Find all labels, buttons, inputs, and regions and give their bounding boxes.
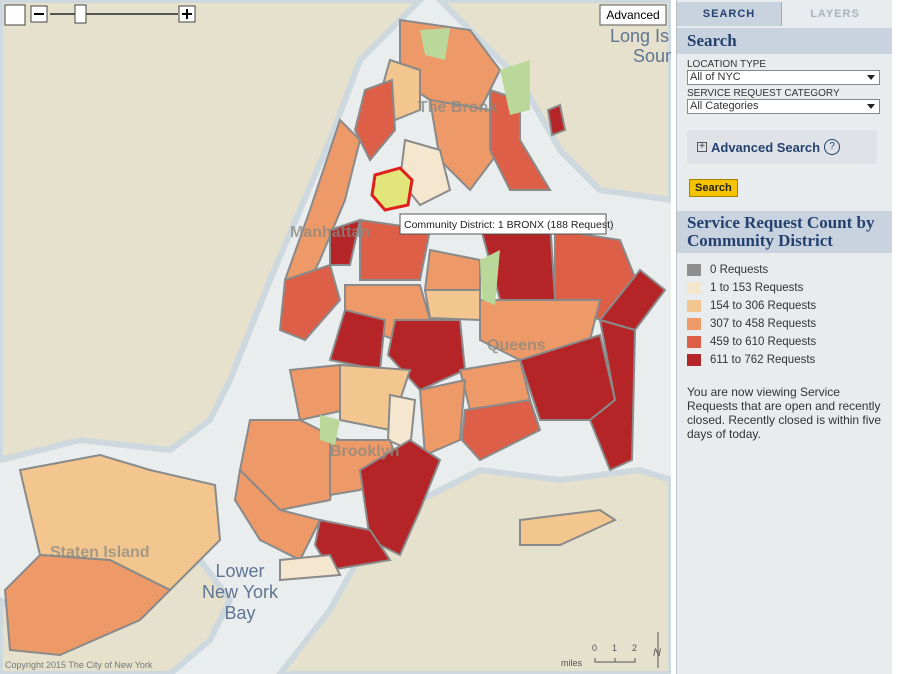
legend-swatch: [687, 336, 701, 348]
legend-item: 1 to 153 Requests: [687, 279, 892, 297]
search-button[interactable]: Search: [689, 179, 738, 197]
scale-bar: miles 0 1 2 N: [561, 632, 661, 668]
legend-label: 1 to 153 Requests: [710, 282, 804, 294]
scale-unit: miles: [561, 658, 583, 668]
water-label: Long Is: [610, 26, 669, 46]
water-label: Bay: [224, 603, 255, 623]
tab[interactable]: LAYERS: [810, 8, 860, 20]
advanced-search-toggle[interactable]: Advanced Search: [711, 139, 821, 155]
tooltip-text: Community District: 1 BRONX (188 Request…: [404, 219, 613, 231]
legend-swatch: [687, 354, 701, 366]
copyright: Copyright 2015 The City of New York: [5, 660, 153, 670]
north-arrow: N: [653, 647, 661, 659]
legend-item: 0 Requests: [687, 261, 892, 279]
districts: [3, 18, 667, 657]
sidebar: SEARCH LAYERS Search LOCATION TYPE All o…: [676, 0, 892, 674]
legend-item: 154 to 306 Requests: [687, 297, 892, 315]
tooltip: Community District: 1 BRONX (188 Request…: [399, 213, 613, 235]
borough-label: Manhattan: [290, 224, 370, 241]
advanced-label[interactable]: Advanced: [606, 8, 659, 22]
scale-tick: 1: [612, 643, 617, 653]
zoom-handle[interactable]: [74, 4, 87, 24]
legend-swatch: [687, 300, 701, 312]
fullscreen-button[interactable]: [4, 4, 26, 26]
field-label: LOCATION TYPE: [687, 59, 767, 70]
borough-label: Brooklyn: [330, 443, 399, 460]
legend-label: 0 Requests: [710, 264, 769, 276]
zoom-controls[interactable]: [4, 4, 196, 26]
advanced-search-panel: + Advanced Search ?: [687, 130, 877, 164]
water-label: Soun: [633, 46, 671, 66]
legend-title: Service Request Count by Community Distr…: [677, 211, 892, 253]
tab[interactable]: SEARCH: [677, 2, 782, 26]
field-label: SERVICE REQUEST CATEGORY: [687, 88, 840, 99]
section-title: Search: [677, 28, 892, 54]
location-select[interactable]: All of NYC: [687, 70, 880, 85]
legend-swatch: [687, 318, 701, 330]
legend: 0 Requests 1 to 153 Requests 154 to 306 Re…: [677, 253, 892, 369]
info-note: You are now viewing Service Requests tha…: [687, 385, 882, 441]
legend-item: 459 to 610 Requests: [687, 333, 892, 351]
scale-tick: 2: [632, 643, 637, 653]
legend-item: 307 to 458 Requests: [687, 315, 892, 333]
land: [0, 0, 671, 674]
borough-label: Staten Island: [50, 544, 150, 561]
water-label: New York: [202, 582, 279, 602]
map: Long Is Soun Lower New York Bay The Bron…: [0, 0, 671, 674]
category-select[interactable]: All Categories: [687, 99, 880, 114]
legend-swatch: [687, 282, 701, 294]
legend-item: 611 to 762 Requests: [687, 351, 892, 369]
parks: [320, 28, 530, 445]
legend-label: 459 to 610 Requests: [710, 336, 817, 348]
borough-label: The Bronx: [418, 99, 497, 116]
borough-label: Queens: [487, 337, 546, 354]
legend-label: 154 to 306 Requests: [710, 300, 817, 312]
scale-tick: 0: [592, 643, 597, 653]
legend-label: 307 to 458 Requests: [710, 318, 817, 330]
help-icon[interactable]: ?: [824, 139, 841, 155]
legend-label: 611 to 762 Requests: [710, 354, 816, 366]
advanced-button[interactable]: Advanced: [599, 4, 667, 26]
water-label: Lower: [215, 561, 264, 581]
legend-swatch: [687, 264, 701, 276]
